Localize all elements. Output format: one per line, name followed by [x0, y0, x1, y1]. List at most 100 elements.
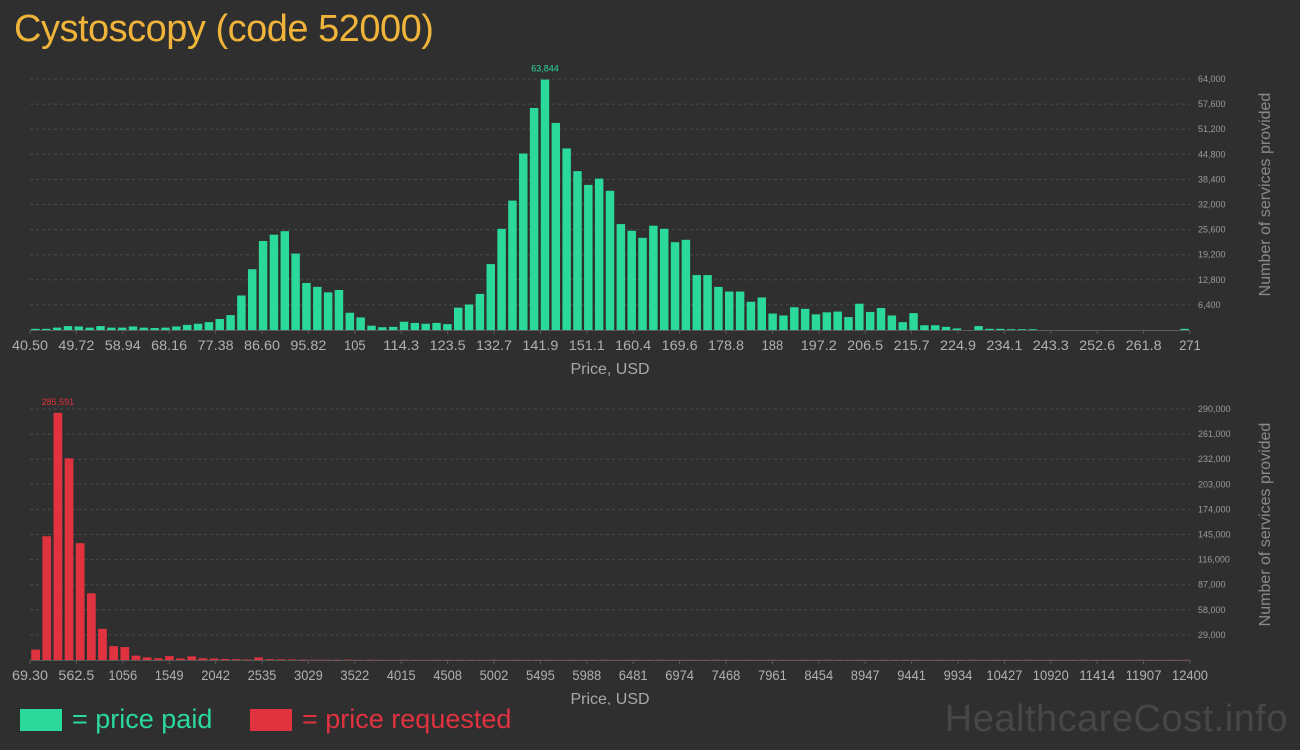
- bar: [735, 291, 745, 330]
- bar: [334, 290, 344, 330]
- bar: [215, 319, 224, 330]
- bar: [75, 543, 85, 660]
- bar: [714, 286, 723, 330]
- bar: [649, 225, 658, 330]
- bar: [692, 275, 701, 330]
- x-tick-label: 49.72: [58, 337, 94, 353]
- bar: [31, 649, 40, 660]
- bar: [410, 322, 420, 330]
- bar: [42, 328, 51, 330]
- x-tick-label: 77.38: [198, 337, 234, 353]
- y-tick-label: 290,000: [1198, 404, 1231, 414]
- bar: [198, 658, 208, 660]
- x-tick-label: 69.30: [12, 667, 48, 683]
- bar: [529, 108, 539, 330]
- x-tick-label: 95.82: [290, 337, 326, 353]
- y-tick-label: 57,600: [1198, 99, 1226, 109]
- bar: [226, 315, 235, 330]
- bar: [887, 315, 897, 330]
- x-tick-label: 562.5: [58, 667, 94, 683]
- bar: [117, 327, 127, 330]
- x-tick-label: 3029: [294, 667, 323, 683]
- bar: [996, 328, 1005, 330]
- x-tick-label: 123.5: [430, 337, 466, 353]
- y-axis-label: Number of services provided: [1257, 423, 1274, 627]
- x-tick-label: 234.1: [986, 337, 1022, 353]
- x-tick-label: 2535: [248, 667, 277, 683]
- x-tick-label: 12400: [1172, 667, 1208, 683]
- x-tick-label: 10427: [986, 667, 1022, 683]
- bar: [63, 326, 73, 330]
- x-tick-label: 11414: [1079, 667, 1115, 683]
- legend-paid-label: = price paid: [72, 704, 213, 734]
- x-tick-label: 178.8: [708, 337, 744, 353]
- bar: [243, 659, 252, 660]
- price-requested-chart: 290,000 261,000 232,000 203,000 174,000 145,0…: [12, 397, 1274, 705]
- price-paid-chart: 64,000 57,600 51,200 44,800 38,400 32,000 25,6…: [12, 64, 1274, 378]
- x-tick-label: 4015: [387, 667, 416, 683]
- y-tick-label: 12,800: [1198, 275, 1226, 285]
- bar: [313, 286, 322, 330]
- peak-value-label: 285,591: [42, 397, 75, 407]
- x-tick-label: 4508: [433, 667, 462, 683]
- y-tick-label: 58,000: [1198, 605, 1226, 615]
- bar: [204, 322, 214, 330]
- bar: [53, 412, 63, 660]
- bar: [209, 658, 219, 660]
- bar: [790, 307, 799, 330]
- x-tick-label: 169.6: [662, 337, 698, 353]
- bar: [562, 148, 571, 330]
- bar: [237, 295, 246, 330]
- x-tick-label: 7468: [712, 667, 741, 683]
- bar: [128, 326, 138, 330]
- x-tick-label: 86.60: [244, 337, 280, 353]
- bar: [931, 325, 940, 330]
- bar: [703, 275, 712, 330]
- x-tick-label: 11907: [1126, 667, 1162, 683]
- x-tick-label: 252.6: [1079, 337, 1115, 353]
- bar: [276, 659, 286, 660]
- bar: [464, 304, 474, 330]
- bar: [768, 313, 777, 330]
- x-tick-label: 8947: [851, 667, 880, 683]
- bar: [833, 311, 842, 330]
- bar: [497, 228, 506, 330]
- bar: [1028, 329, 1038, 330]
- x-tick-label: 58.94: [105, 337, 141, 353]
- bar: [757, 297, 767, 330]
- bar: [616, 224, 626, 330]
- bar: [269, 234, 279, 330]
- x-tick-label: 5495: [526, 667, 555, 683]
- bar: [486, 264, 495, 330]
- bar: [265, 659, 275, 660]
- bar: [540, 79, 550, 330]
- legend-requested-label: = price requested: [302, 704, 512, 734]
- bar: [865, 311, 875, 330]
- y-tick-label: 145,000: [1198, 530, 1231, 540]
- bar: [909, 313, 918, 330]
- bar: [920, 325, 929, 330]
- x-tick-label: 224.9: [940, 337, 976, 353]
- watermark: HealthcareCost.info: [944, 698, 1288, 740]
- bar: [31, 328, 40, 330]
- y-tick-label: 232,000: [1198, 454, 1231, 464]
- y-tick-label: 29,000: [1198, 630, 1226, 640]
- bar: [356, 317, 365, 330]
- x-tick-label: 8454: [804, 667, 833, 683]
- bar: [941, 326, 951, 330]
- bar: [42, 536, 52, 660]
- x-tick-label: 6974: [665, 667, 694, 683]
- legend-requested-swatch: [250, 708, 292, 731]
- bar: [254, 657, 263, 660]
- bar: [52, 327, 62, 330]
- bar: [519, 153, 528, 330]
- x-tick-label: 105: [344, 337, 366, 353]
- bar: [681, 239, 691, 330]
- bar: [64, 458, 74, 660]
- bar: [594, 178, 604, 330]
- bar: [627, 230, 636, 330]
- bar: [107, 327, 116, 330]
- y-tick-label: 25,600: [1198, 225, 1226, 235]
- bar: [302, 282, 311, 330]
- x-tick-label: 1056: [108, 667, 137, 683]
